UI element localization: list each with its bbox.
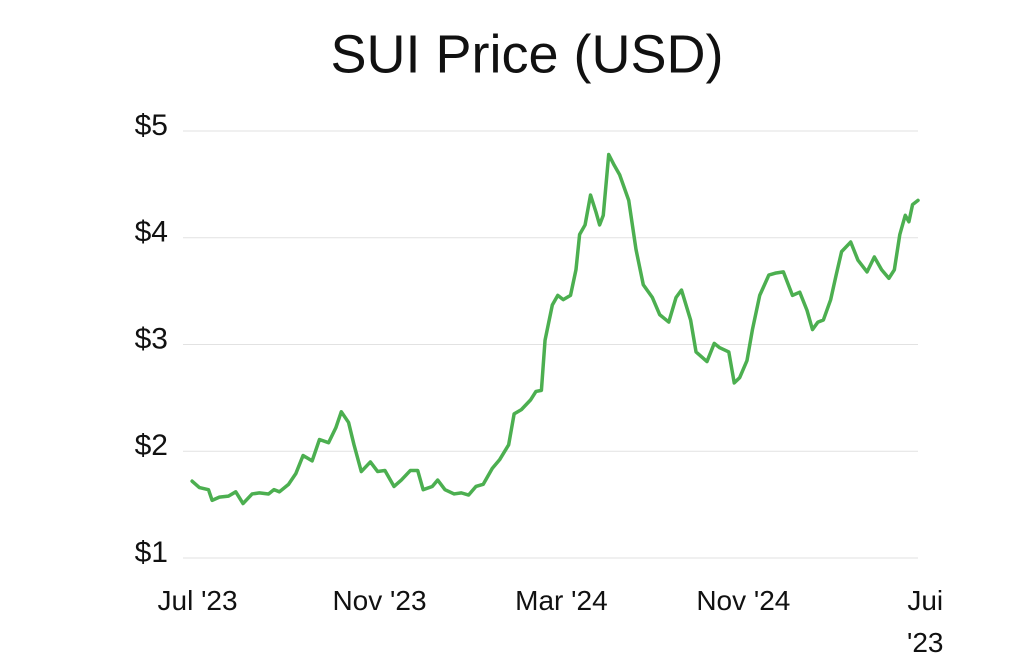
x-tick-label: Mar '24	[515, 585, 608, 616]
chart-title: SUI Price (USD)	[330, 24, 723, 84]
y-tick-label: $3	[135, 322, 168, 355]
y-tick-label: $4	[135, 216, 168, 249]
y-tick-label: $5	[135, 109, 168, 142]
x-tick-label: Nov '24	[696, 585, 791, 616]
x-tick-label: Nov '23	[332, 585, 427, 616]
price-line	[190, 152, 920, 506]
y-tick-label: $1	[135, 536, 168, 569]
y-tick-label: $2	[135, 429, 168, 462]
x-tick-label: Jui '23	[907, 585, 944, 658]
x-tick-label: Jul '23	[157, 585, 238, 616]
